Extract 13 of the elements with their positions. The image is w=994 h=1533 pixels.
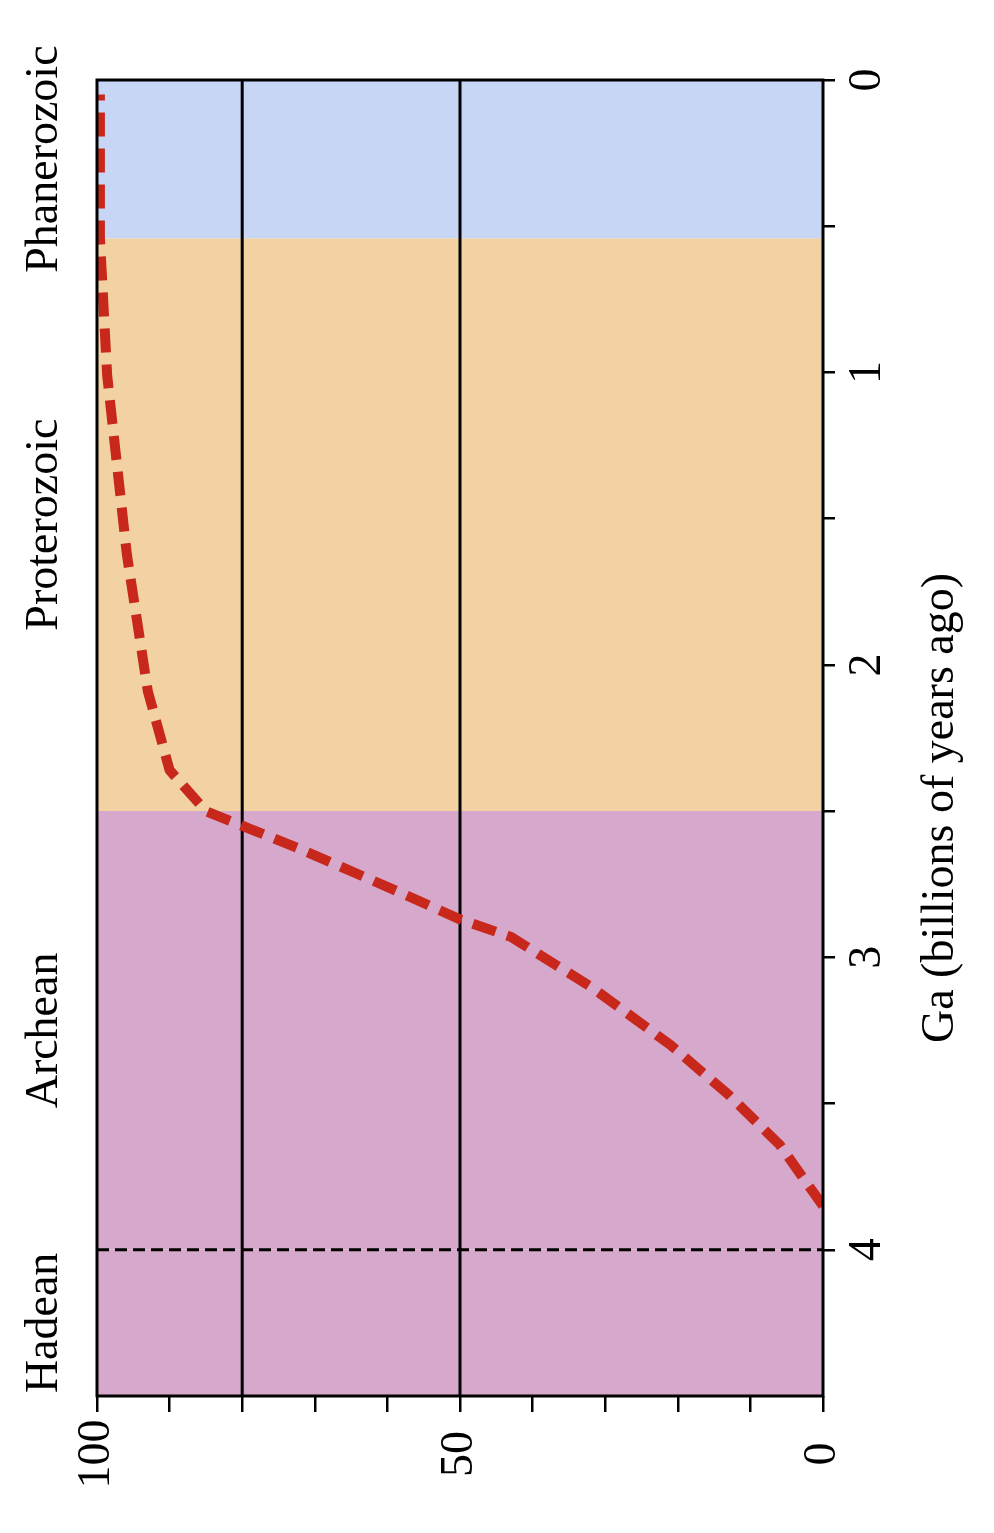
band-label: Proterozoic [16, 418, 68, 631]
x-tick-label: 50 [431, 1431, 483, 1477]
y-tick-label: 3 [839, 945, 891, 969]
y-tick-label: 0 [839, 68, 891, 92]
x-tick-label: 100 [68, 1419, 120, 1489]
y-tick-label: 2 [839, 653, 891, 677]
x-tick-label: 0 [794, 1442, 846, 1466]
band-label: Phanerozoic [16, 45, 68, 273]
band-label: Hadean [16, 1252, 68, 1394]
band-label: Archean [16, 952, 68, 1109]
y-axis-title: Ga (billions of years ago) [912, 572, 964, 1044]
y-tick-label: 4 [839, 1238, 891, 1262]
y-tick-label: 1 [839, 360, 891, 384]
